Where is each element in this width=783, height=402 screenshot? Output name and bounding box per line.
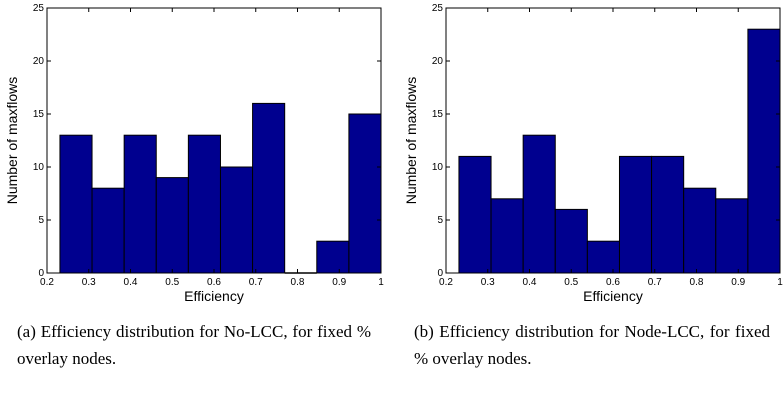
histogram-bar	[187, 134, 221, 274]
caption-no-lcc: (a) Efficiency distribution for No-LCC, …	[17, 322, 371, 368]
y-tick-label: 20	[33, 56, 45, 67]
histogram-bar	[219, 166, 254, 274]
x-axis-label: Efficiency	[184, 288, 244, 304]
histogram-bar	[252, 102, 286, 274]
caption-node-lcc: (b) Efficiency distribution for Node-LCC…	[414, 322, 770, 368]
histogram-bar	[91, 187, 125, 274]
x-tick-label: 0.7	[249, 277, 263, 288]
histogram-bar	[123, 134, 157, 274]
y-axis-label: Number of maxflows	[4, 77, 20, 205]
x-tick-label: 0.6	[207, 277, 221, 288]
y-tick-label: 10	[33, 162, 45, 173]
histogram-bar	[316, 240, 350, 274]
x-tick-label: 1	[378, 277, 384, 288]
y-tick-label: 15	[33, 109, 45, 120]
x-tick-label: 0.8	[291, 277, 305, 288]
x-tick-label: 0.9	[332, 277, 346, 288]
x-tick-label: 0.5	[165, 277, 179, 288]
histogram-bar	[348, 113, 382, 274]
y-tick-label: 25	[33, 3, 45, 14]
y-tick-label: 5	[38, 215, 44, 226]
y-tick-label: 0	[38, 268, 44, 279]
x-tick-label: 0.4	[124, 277, 138, 288]
histogram-bar	[155, 177, 189, 274]
x-tick-label: 0.3	[82, 277, 96, 288]
histogram-bar	[59, 134, 93, 274]
x-tick-label: 0.2	[40, 277, 54, 288]
